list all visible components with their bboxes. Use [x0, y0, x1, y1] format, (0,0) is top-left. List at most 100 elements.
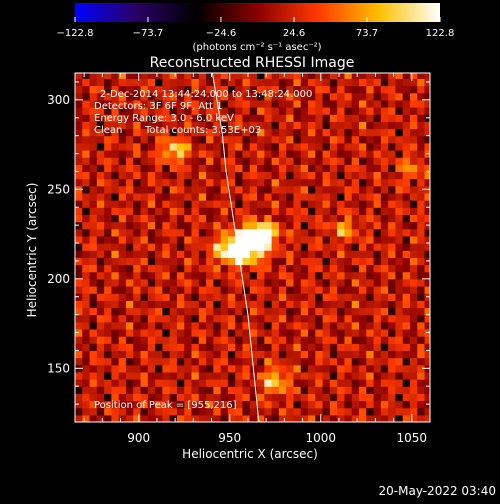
heatmap-cell — [249, 149, 258, 158]
heatmap-cell — [220, 285, 229, 294]
heatmap-cell — [140, 364, 149, 373]
heatmap-cell — [147, 243, 156, 251]
heatmap-cell — [366, 128, 375, 137]
heatmap-cell — [344, 328, 353, 337]
heatmap-cell — [184, 364, 193, 373]
heatmap-cell — [235, 221, 244, 230]
heatmap-cell — [373, 257, 382, 266]
heatmap-cell — [227, 99, 236, 108]
heatmap-cell — [227, 149, 236, 158]
heatmap-cell — [322, 250, 331, 258]
heatmap-cell — [293, 321, 302, 330]
heatmap-cell — [278, 264, 287, 273]
heatmap-cell — [308, 128, 316, 137]
heatmap-cell — [424, 121, 430, 130]
heatmap-cell — [206, 228, 214, 237]
heatmap-cell — [417, 321, 426, 330]
heatmap-cell — [249, 128, 258, 137]
heatmap-cell — [293, 135, 302, 144]
heatmap-cell — [147, 178, 156, 187]
heatmap-cell — [176, 157, 185, 165]
heatmap-cell — [220, 357, 229, 366]
heatmap-cell — [380, 250, 389, 258]
heatmap-cell — [380, 400, 389, 409]
heatmap-cell — [395, 393, 404, 402]
heatmap-cell — [111, 114, 120, 122]
heatmap-cell — [409, 92, 418, 101]
heatmap-cell — [220, 135, 229, 144]
heatmap-cell — [75, 121, 83, 130]
heatmap-cell — [96, 264, 105, 273]
heatmap-cell — [359, 379, 367, 387]
solar-limb-curve — [211, 73, 260, 422]
heatmap-cell — [75, 250, 83, 258]
heatmap-cell — [227, 264, 236, 273]
heatmap-cell — [286, 164, 295, 173]
heatmap-cell — [104, 243, 113, 251]
heatmap-cell — [424, 414, 430, 422]
heatmap-cell — [104, 221, 113, 230]
heatmap-cell — [133, 357, 142, 366]
heatmap-cell — [402, 228, 411, 237]
heatmap-cell — [82, 114, 91, 122]
heatmap-cell — [96, 78, 105, 87]
heatmap-cell — [315, 185, 324, 194]
heatmap-cell — [242, 200, 251, 208]
heatmap-cell — [169, 128, 178, 137]
heatmap-cell — [176, 386, 185, 394]
heatmap-cell — [220, 386, 229, 394]
heatmap-cell — [417, 114, 426, 122]
heatmap-cell — [198, 121, 207, 130]
heatmap-cell — [184, 379, 193, 387]
heatmap-cell — [82, 257, 91, 266]
heatmap-cell — [308, 99, 316, 108]
heatmap-cell — [395, 128, 404, 137]
heatmap-cell — [184, 400, 193, 409]
heatmap-cell — [308, 336, 316, 344]
heatmap-cell — [111, 350, 120, 359]
heatmap-cell — [329, 336, 338, 344]
heatmap-cell — [315, 357, 324, 366]
heatmap-cell — [337, 379, 346, 387]
heatmap-cell — [242, 207, 251, 215]
heatmap-cell — [111, 171, 120, 180]
heatmap-cell — [380, 157, 389, 165]
heatmap-cell — [264, 171, 273, 180]
heatmap-cell — [351, 364, 360, 373]
heatmap-cell — [176, 271, 185, 280]
heatmap-cell — [184, 164, 193, 173]
heatmap-cell — [162, 328, 171, 337]
heatmap-cell — [235, 157, 244, 165]
heatmap-cell — [118, 78, 127, 87]
heatmap-cell — [359, 228, 367, 237]
heatmap-cell — [198, 214, 207, 223]
heatmap-cell — [176, 278, 185, 287]
heatmap-cell — [191, 257, 200, 266]
heatmap-cell — [96, 300, 105, 309]
heatmap-cell — [271, 73, 280, 79]
heatmap-cell — [395, 386, 404, 394]
heatmap-cell — [351, 135, 360, 144]
heatmap-cell — [227, 293, 236, 301]
heatmap-cell — [322, 178, 331, 187]
heatmap-cell — [169, 92, 178, 101]
heatmap-cell — [315, 178, 324, 187]
heatmap-cell — [82, 128, 91, 137]
heatmap-cell — [417, 78, 426, 87]
heatmap-cell — [104, 185, 113, 194]
heatmap-cell — [322, 257, 331, 266]
heatmap-cell — [96, 228, 105, 237]
heatmap-cell — [191, 114, 200, 122]
heatmap-cell — [424, 336, 430, 344]
heatmap-cell — [82, 386, 91, 394]
heatmap-cell — [293, 328, 302, 337]
heatmap-cell — [264, 314, 273, 323]
heatmap-cell — [278, 121, 287, 130]
heatmap-cell — [395, 371, 404, 380]
heatmap-cell — [337, 128, 346, 137]
heatmap-cell — [242, 379, 251, 387]
heatmap-cell — [409, 99, 418, 108]
heatmap-cell — [315, 407, 324, 416]
heatmap-cell — [213, 293, 222, 301]
colorbar-tick-label: −73.7 — [133, 28, 164, 39]
